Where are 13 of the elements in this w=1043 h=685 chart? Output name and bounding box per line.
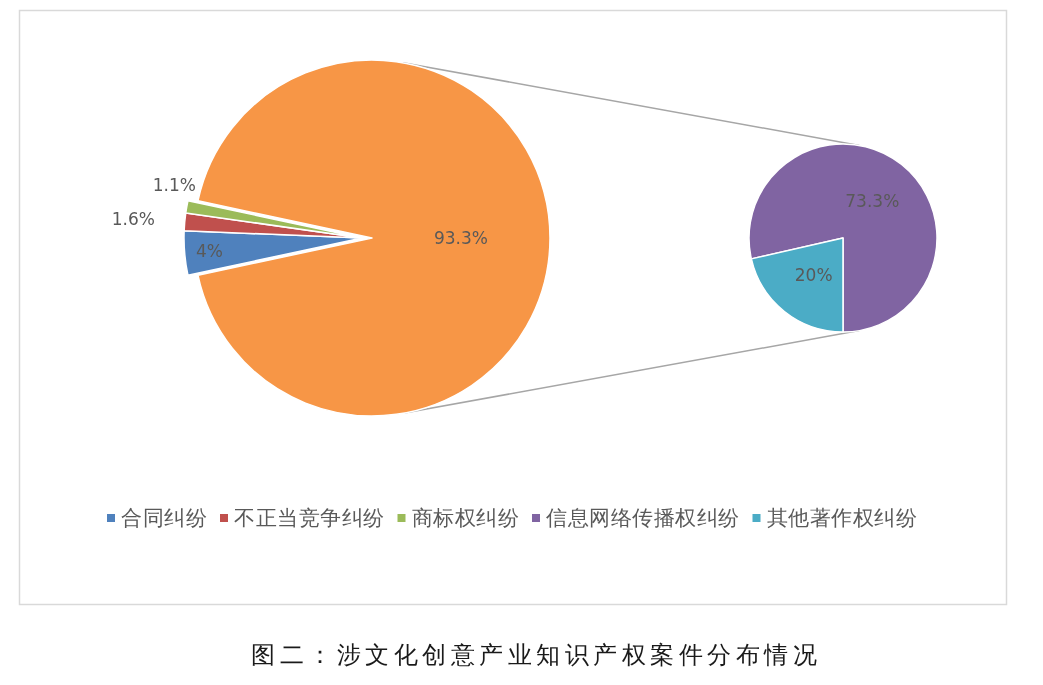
legend-label: 其他著作权纠纷: [766, 506, 917, 530]
data-label: 20%: [794, 264, 833, 285]
text: 图二：涉文化创意产业知识产权案件分布情况: [251, 641, 821, 669]
legend-label: 商标权纠纷: [411, 506, 519, 530]
legend-label: 信息网络传播权纠纷: [546, 506, 740, 530]
pie-slice: [748, 143, 938, 333]
data-label: 1.6%: [111, 209, 155, 230]
data-label: 1.1%: [152, 174, 196, 195]
legend-label: 不正当竞争纠纷: [234, 506, 385, 530]
legend-label: 合同纠纷: [121, 506, 207, 530]
data-label: 4%: [195, 240, 223, 261]
data-label: 93.3%: [433, 228, 489, 248]
data-label: 73.3%: [845, 191, 900, 212]
